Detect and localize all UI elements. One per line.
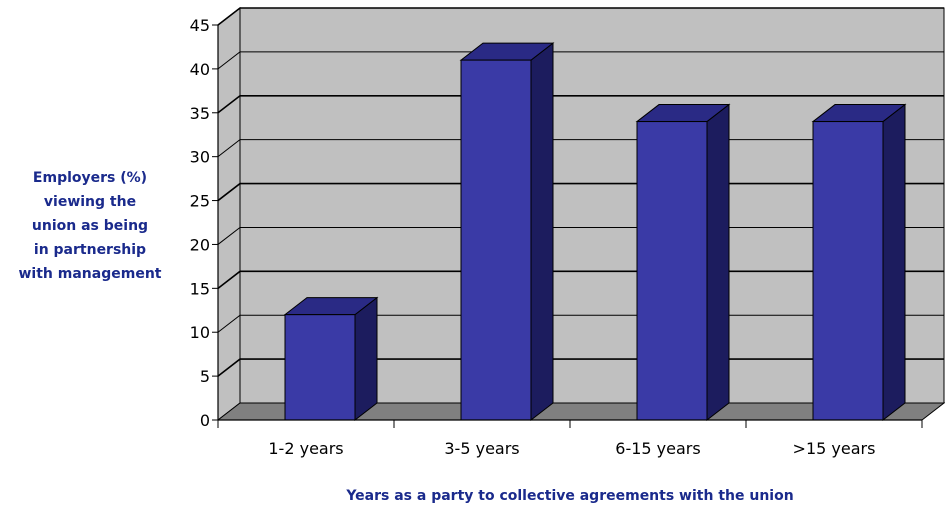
bar-front-4	[812, 121, 884, 421]
bar-1	[283, 296, 379, 422]
y-tick-label-45: 45	[190, 16, 210, 35]
y-tick-label-5: 5	[200, 367, 210, 386]
x-tick-label-2: 3-5 years	[444, 439, 519, 458]
x-tick-label-3: 6-15 years	[615, 439, 700, 458]
bar-front-2	[460, 59, 532, 421]
gridline-35	[217, 94, 944, 114]
y-axis-label-line-4: in partnership	[34, 242, 146, 258]
bar-side-1	[354, 296, 378, 422]
x-axis-label: Years as a party to collective agreement…	[345, 488, 793, 504]
y-tick-label-15: 15	[190, 279, 210, 298]
y-tick-label-40: 40	[190, 60, 210, 79]
x-tick-label-4: >15 years	[793, 439, 876, 458]
bar-side-3	[706, 103, 730, 422]
y-tick-label-10: 10	[190, 323, 210, 342]
y-tick-label-25: 25	[190, 192, 210, 211]
bar-4	[811, 103, 907, 422]
y-tick-label-0: 0	[200, 411, 210, 430]
side-wall	[217, 6, 241, 422]
bar-side-4	[882, 103, 906, 422]
bar-side-2	[530, 42, 554, 422]
bar-front-3	[636, 121, 708, 421]
y-tick-label-30: 30	[190, 148, 210, 167]
y-axis-label: Employers (%) viewing the union as being in…	[19, 170, 162, 282]
y-tick-label-35: 35	[190, 104, 210, 123]
y-axis-label-line-1: Employers (%)	[33, 170, 147, 186]
y-axis-label-line-5: with management	[19, 266, 162, 282]
y-axis-label-line-3: union as being	[32, 218, 148, 234]
gridline-40	[217, 51, 944, 70]
bar-3	[635, 103, 731, 422]
bar-2	[459, 42, 555, 422]
x-tick-label-1: 1-2 years	[268, 439, 343, 458]
y-axis-label-line-2: viewing the	[44, 194, 136, 210]
bar-front-1	[284, 314, 356, 421]
y-tick-label-20: 20	[190, 235, 210, 254]
gridline-45	[217, 7, 944, 26]
